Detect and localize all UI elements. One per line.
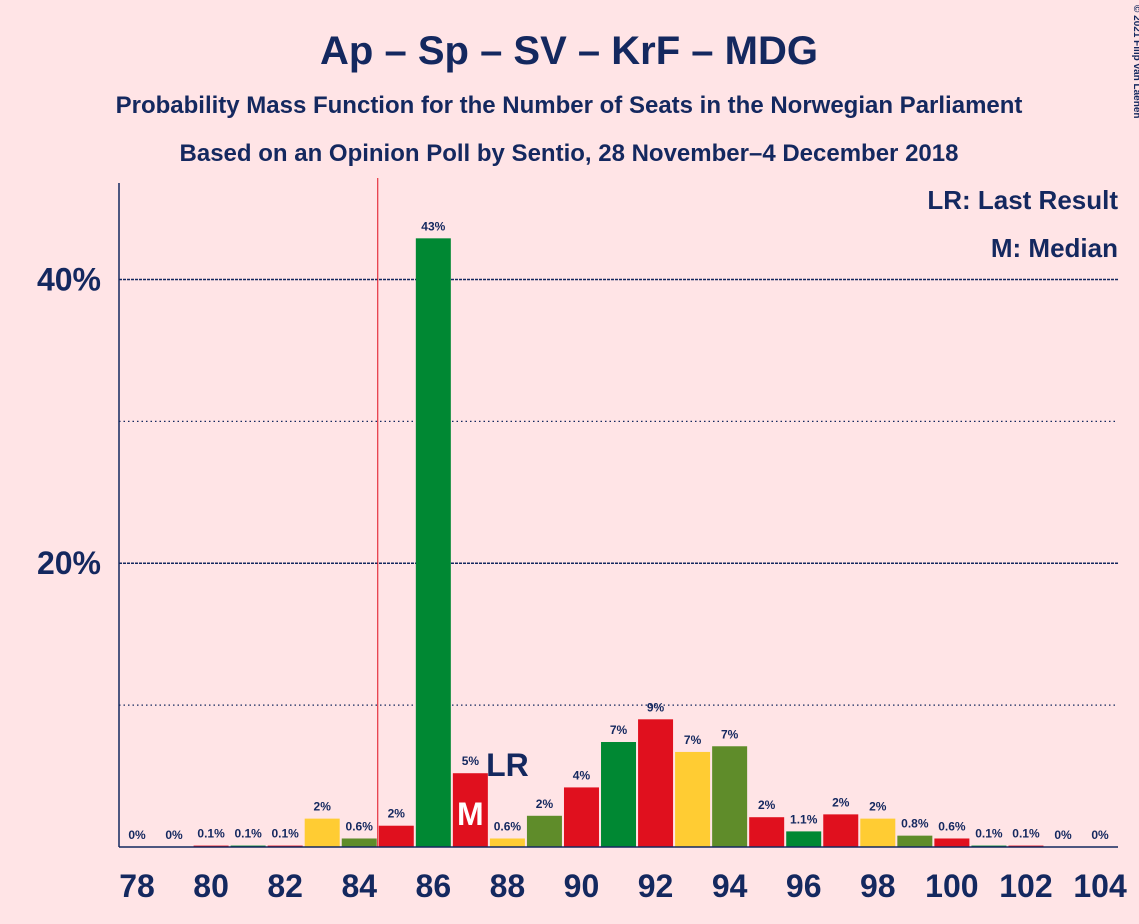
value-label: 9% — [647, 700, 665, 714]
value-label: 2% — [758, 798, 776, 812]
x-tick-label: 92 — [638, 868, 674, 904]
x-tick-label: 102 — [999, 868, 1052, 904]
value-label: 0.1% — [197, 827, 225, 841]
x-tick-label: 88 — [490, 868, 526, 904]
value-label: 0% — [1054, 828, 1072, 842]
chart-subtitle: Based on an Opinion Poll by Sentio, 28 N… — [180, 140, 959, 167]
value-label: 1.1% — [790, 812, 818, 826]
x-tick-label: 100 — [925, 868, 978, 904]
bar — [563, 787, 599, 847]
bar — [675, 751, 711, 847]
copyright: © 2021 Filip van Laenen — [1131, 5, 1139, 119]
value-label: 7% — [721, 727, 739, 741]
value-label: 0.8% — [901, 817, 929, 831]
x-tick-label: 82 — [267, 868, 303, 904]
x-tick-label: 84 — [341, 868, 377, 904]
bar — [749, 817, 785, 847]
bar — [415, 238, 451, 848]
x-tick-label: 104 — [1073, 868, 1127, 904]
legend-entry: LR: Last Result — [927, 185, 1118, 215]
bar — [823, 814, 859, 847]
bar — [452, 773, 488, 847]
value-label: 0% — [1091, 828, 1109, 842]
y-tick-label: 20% — [37, 545, 101, 581]
bar — [786, 831, 822, 847]
value-label: 0.6% — [938, 819, 966, 833]
bar — [526, 815, 562, 847]
value-label: 2% — [388, 807, 406, 821]
chart-title: Ap – Sp – SV – KrF – MDG — [320, 29, 818, 73]
x-tick-label: 78 — [119, 868, 155, 904]
median-marker: M — [457, 796, 484, 832]
x-tick-label: 96 — [786, 868, 822, 904]
value-label: 2% — [536, 797, 554, 811]
x-tick-label: 80 — [193, 868, 229, 904]
value-label: 0.6% — [346, 819, 374, 833]
bar — [378, 825, 414, 847]
legend-entry: M: Median — [991, 233, 1118, 263]
value-label: 0% — [165, 828, 183, 842]
value-label: 7% — [610, 723, 628, 737]
value-label: 0% — [128, 828, 146, 842]
value-label: 5% — [462, 754, 480, 768]
value-label: 0.1% — [1012, 827, 1040, 841]
bar — [304, 818, 340, 847]
value-label: 2% — [832, 795, 850, 809]
bar — [860, 818, 896, 847]
value-label: 0.1% — [271, 827, 299, 841]
x-tick-label: 94 — [712, 868, 748, 904]
value-label: 2% — [314, 800, 332, 814]
bar — [897, 835, 933, 847]
value-label: 2% — [869, 800, 887, 814]
last-result-marker: LR — [486, 747, 529, 783]
value-label: 7% — [684, 733, 702, 747]
bar — [341, 838, 377, 847]
bar — [489, 838, 525, 847]
value-label: 43% — [421, 219, 445, 233]
chart-subtitle: Probability Mass Function for the Number… — [116, 92, 1023, 119]
y-tick-label: 40% — [37, 261, 101, 297]
value-label: 0.1% — [975, 827, 1003, 841]
bar — [712, 746, 748, 847]
value-label: 0.6% — [494, 819, 522, 833]
x-tick-label: 86 — [416, 868, 452, 904]
bar — [638, 719, 674, 847]
bar — [601, 742, 637, 847]
x-tick-label: 90 — [564, 868, 600, 904]
bar — [934, 838, 970, 847]
value-label: 0.1% — [234, 827, 262, 841]
x-tick-label: 98 — [860, 868, 896, 904]
value-label: 4% — [573, 768, 591, 782]
